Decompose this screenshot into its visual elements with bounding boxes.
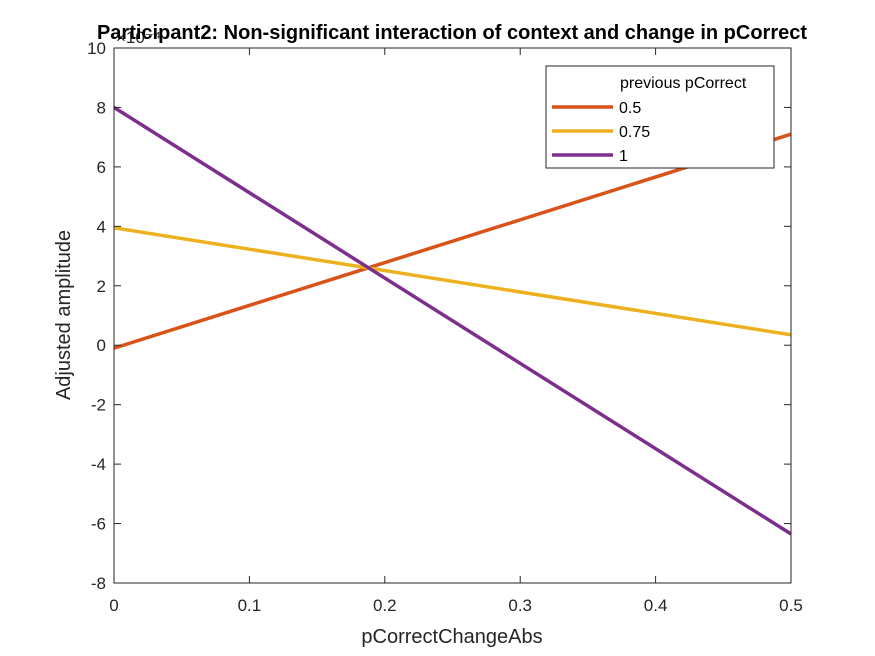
y-axis-label: Adjusted amplitude <box>53 230 75 400</box>
series-line-0.5 <box>114 132 791 350</box>
x-axis-label: pCorrectChangeAbs <box>361 626 542 648</box>
x-tick-label: 0.5 <box>779 596 803 615</box>
legend-box <box>545 65 775 169</box>
x-tick-label: 0.2 <box>373 596 397 615</box>
axes-box <box>113 47 792 584</box>
axes-layer: 0 0.1 0.2 0.3 0.4 0.5 -8 -6 -4 -2 0 2 4 6 8 10 <box>87 39 803 615</box>
legend-entries: 0.5 0.75 1 <box>552 100 650 165</box>
y-tick-label: -8 <box>91 574 106 593</box>
series-line-0.75 <box>114 226 791 337</box>
series-layer <box>114 105 791 536</box>
series-line-1 <box>114 105 791 536</box>
y-exponent-label: ×10⁻⁴ <box>116 28 161 47</box>
legend: previous pCorrect 0.5 0.75 1 <box>545 65 775 169</box>
chart-title: Participant2: Non-significant interactio… <box>97 22 807 44</box>
y-tick-label: 0 <box>97 336 106 355</box>
legend-label-0.75: 0.75 <box>619 124 650 141</box>
y-tick-label: -4 <box>91 455 106 474</box>
x-tick-label: 0.3 <box>508 596 532 615</box>
y-tick-label: 8 <box>97 98 106 117</box>
y-tick-label: -6 <box>91 515 106 534</box>
x-tick-label: 0.1 <box>238 596 262 615</box>
legend-label-1: 1 <box>619 148 628 165</box>
legend-label-0.5: 0.5 <box>619 100 641 117</box>
x-tick-label: 0.4 <box>644 596 668 615</box>
y-tick-label: 2 <box>97 277 106 296</box>
y-tick-label: 6 <box>97 158 106 177</box>
y-tick-label: 10 <box>87 39 106 58</box>
y-tick-label: 4 <box>97 217 106 236</box>
y-tick-label: -2 <box>91 396 106 415</box>
legend-title: previous pCorrect <box>620 75 747 92</box>
x-tick-label: 0 <box>109 596 118 615</box>
